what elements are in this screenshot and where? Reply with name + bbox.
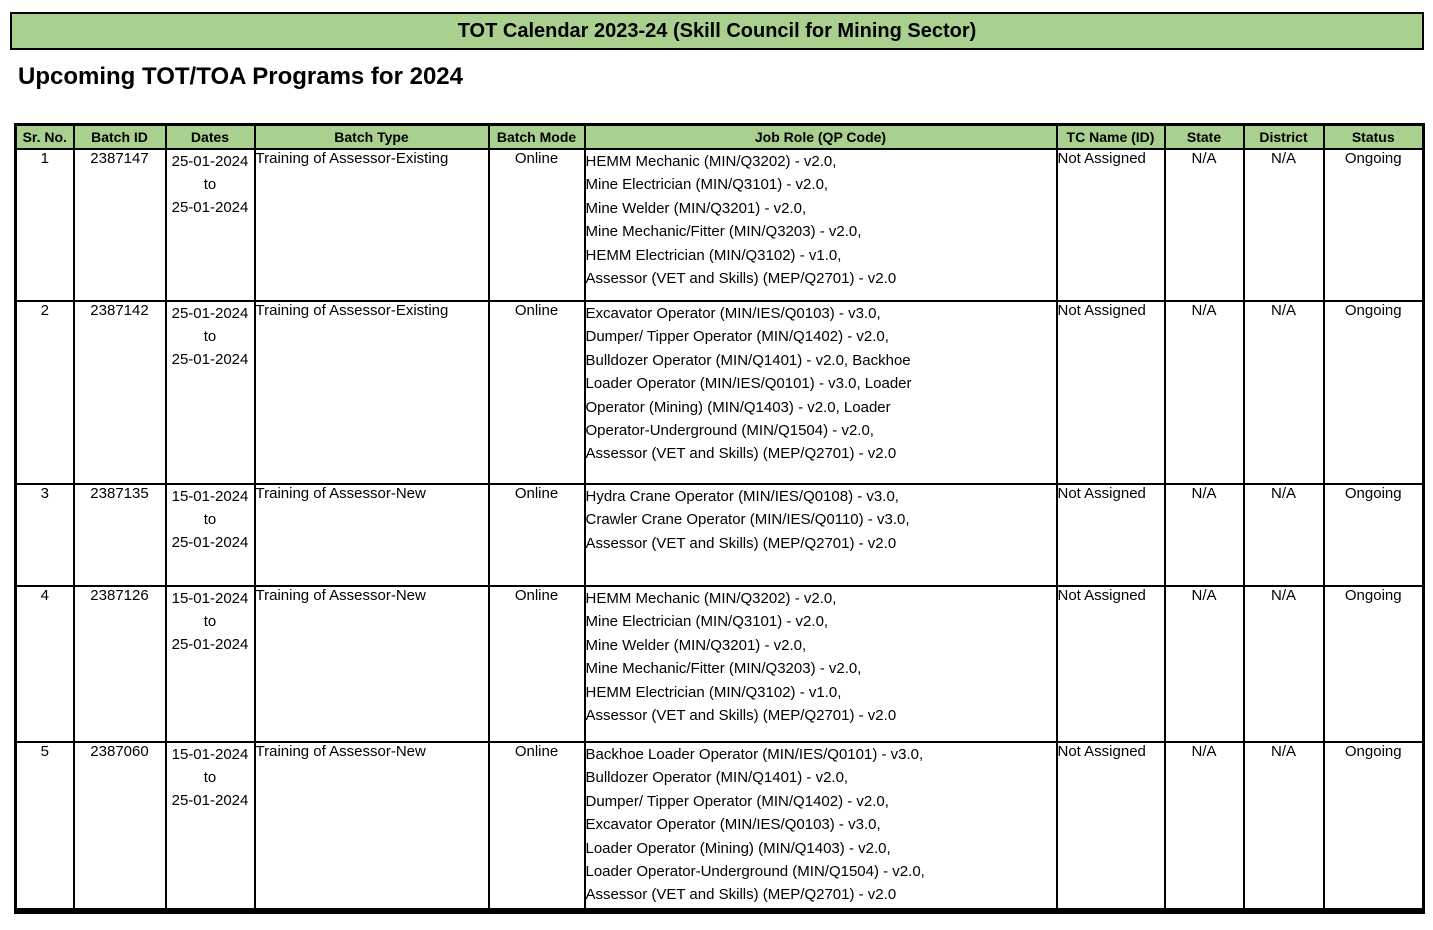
cell-status: Ongoing — [1322, 741, 1425, 912]
cell-state: N/A — [1163, 483, 1245, 587]
cell-district: N/A — [1242, 148, 1325, 302]
cell-tc-name: Not Assigned — [1055, 585, 1166, 743]
cell-district: N/A — [1242, 585, 1325, 743]
cell-batch-mode: Online — [487, 148, 586, 302]
cell-batch-mode: Online — [487, 300, 586, 485]
column-header-status: Status — [1322, 123, 1425, 150]
page-title: Upcoming TOT/TOA Programs for 2024 — [18, 63, 463, 90]
cell-sr-no: 2 — [14, 300, 75, 485]
column-header-district: District — [1242, 123, 1325, 150]
column-header-batch-type: Batch Type — [253, 123, 490, 150]
cell-batch-id: 2387060 — [72, 741, 167, 912]
table-row: 1 2387147 25-01-2024 to 25-01-2024 Train… — [14, 148, 1425, 302]
table-row: 3 2387135 15-01-2024 to 25-01-2024 Train… — [14, 483, 1425, 587]
cell-batch-type: Training of Assessor-New — [253, 585, 490, 743]
cell-state: N/A — [1163, 300, 1245, 485]
cell-batch-type: Training of Assessor-Existing — [253, 148, 490, 302]
cell-batch-id: 2387147 — [72, 148, 167, 302]
table-row: 5 2387060 15-01-2024 to 25-01-2024 Train… — [14, 741, 1425, 912]
column-header-tc-name: TC Name (ID) — [1055, 123, 1166, 150]
cell-state: N/A — [1163, 148, 1245, 302]
column-header-sr-no: Sr. No. — [14, 123, 75, 150]
cell-district: N/A — [1242, 741, 1325, 912]
cell-batch-id: 2387142 — [72, 300, 167, 485]
cell-sr-no: 5 — [14, 741, 75, 912]
cell-batch-mode: Online — [487, 585, 586, 743]
cell-dates: 25-01-2024 to 25-01-2024 — [164, 148, 256, 302]
cell-sr-no: 3 — [14, 483, 75, 587]
column-header-batch-id: Batch ID — [72, 123, 167, 150]
cell-job-role: HEMM Mechanic (MIN/Q3202) - v2.0, Mine E… — [583, 148, 1058, 302]
cell-tc-name: Not Assigned — [1055, 741, 1166, 912]
cell-batch-mode: Online — [487, 483, 586, 587]
cell-batch-type: Training of Assessor-New — [253, 741, 490, 912]
cell-sr-no: 4 — [14, 585, 75, 743]
cell-dates: 15-01-2024 to 25-01-2024 — [164, 741, 256, 912]
cell-batch-id: 2387135 — [72, 483, 167, 587]
cell-district: N/A — [1242, 300, 1325, 485]
column-header-batch-mode: Batch Mode — [487, 123, 586, 150]
cell-status: Ongoing — [1322, 148, 1425, 302]
cell-tc-name: Not Assigned — [1055, 300, 1166, 485]
cell-tc-name: Not Assigned — [1055, 483, 1166, 587]
cell-state: N/A — [1163, 741, 1245, 912]
column-header-dates: Dates — [164, 123, 256, 150]
cell-batch-type: Training of Assessor-New — [253, 483, 490, 587]
cell-state: N/A — [1163, 585, 1245, 743]
cell-district: N/A — [1242, 483, 1325, 587]
cell-status: Ongoing — [1322, 483, 1425, 587]
cell-job-role: Excavator Operator (MIN/IES/Q0103) - v3.… — [583, 300, 1058, 485]
cell-job-role: HEMM Mechanic (MIN/Q3202) - v2.0, Mine E… — [583, 585, 1058, 743]
cell-batch-type: Training of Assessor-Existing — [253, 300, 490, 485]
table-header-row: Sr. No. Batch ID Dates Batch Type Batch … — [14, 123, 1425, 150]
cell-job-role: Hydra Crane Operator (MIN/IES/Q0108) - v… — [583, 483, 1058, 587]
cell-status: Ongoing — [1322, 585, 1425, 743]
cell-status: Ongoing — [1322, 300, 1425, 485]
cell-dates: 25-01-2024 to 25-01-2024 — [164, 300, 256, 485]
tot-programs-table: Sr. No. Batch ID Dates Batch Type Batch … — [14, 123, 1425, 914]
cell-sr-no: 1 — [14, 148, 75, 302]
title-bar-text: TOT Calendar 2023-24 (Skill Council for … — [457, 20, 977, 42]
cell-dates: 15-01-2024 to 25-01-2024 — [164, 585, 256, 743]
column-header-job-role: Job Role (QP Code) — [583, 123, 1058, 150]
column-header-state: State — [1163, 123, 1245, 150]
table-row: 2 2387142 25-01-2024 to 25-01-2024 Train… — [14, 300, 1425, 485]
cell-tc-name: Not Assigned — [1055, 148, 1166, 302]
cell-dates: 15-01-2024 to 25-01-2024 — [164, 483, 256, 587]
table-row: 4 2387126 15-01-2024 to 25-01-2024 Train… — [14, 585, 1425, 743]
title-bar: TOT Calendar 2023-24 (Skill Council for … — [10, 12, 1424, 50]
cell-batch-mode: Online — [487, 741, 586, 912]
cell-batch-id: 2387126 — [72, 585, 167, 743]
cell-job-role: Backhoe Loader Operator (MIN/IES/Q0101) … — [583, 741, 1058, 912]
